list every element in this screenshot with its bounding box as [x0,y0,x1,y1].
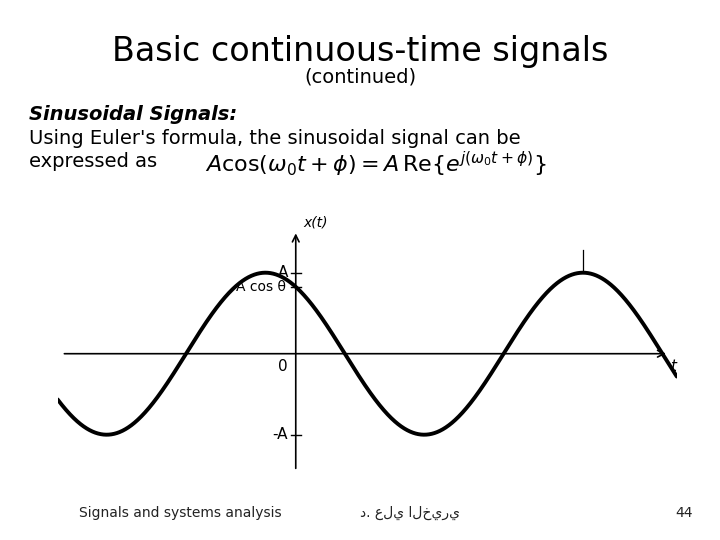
Text: د. علي الخيري: د. علي الخيري [361,506,460,520]
Text: $A\cos(\omega_0 t + \phi) = A\,\mathrm{Re}\left\{e^{j(\omega_0 t+\phi)}\right\}$: $A\cos(\omega_0 t + \phi) = A\,\mathrm{R… [205,150,546,179]
Text: Sinusoidal Signals:: Sinusoidal Signals: [29,105,237,124]
Text: Using Euler's formula, the sinusoidal signal can be: Using Euler's formula, the sinusoidal si… [29,129,521,147]
Text: expressed as: expressed as [29,152,157,171]
Text: 0: 0 [278,360,288,374]
Text: A: A [277,265,288,280]
Text: 44: 44 [675,506,693,520]
Text: -A: -A [272,427,288,442]
Text: t: t [670,359,676,374]
Text: Basic continuous-time signals: Basic continuous-time signals [112,35,608,68]
Text: (continued): (continued) [304,68,416,86]
Text: Signals and systems analysis: Signals and systems analysis [78,506,282,520]
Text: x(t): x(t) [304,216,328,230]
Text: A cos θ: A cos θ [236,280,287,294]
